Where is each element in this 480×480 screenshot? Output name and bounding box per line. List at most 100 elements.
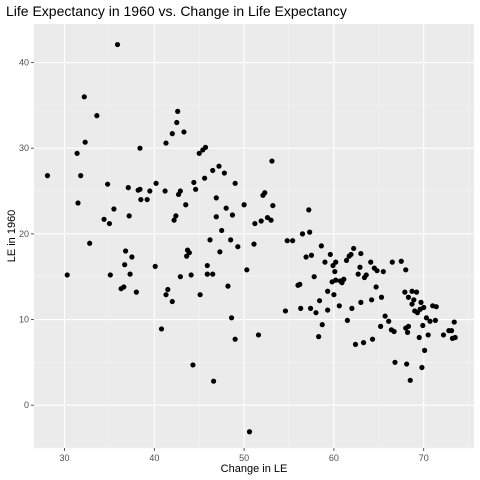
data-point [75, 200, 81, 206]
data-point [81, 94, 87, 100]
data-point [144, 196, 150, 203]
minor-gridlines [34, 24, 474, 449]
x-tick-label: 70 [419, 453, 429, 463]
data-point [306, 207, 312, 213]
data-point [360, 340, 367, 346]
data-point [64, 272, 70, 278]
data-point [427, 318, 433, 324]
data-point [177, 274, 183, 280]
data-point [409, 301, 415, 307]
x-tick-label: 50 [239, 453, 249, 463]
data-point [355, 271, 361, 277]
data-point [352, 341, 359, 347]
data-point [299, 231, 306, 237]
data-point [440, 332, 447, 338]
data-point [451, 319, 457, 325]
data-point [223, 205, 229, 211]
data-point [216, 163, 222, 169]
data-point [316, 298, 323, 304]
data-point [369, 336, 376, 342]
data-point [307, 229, 313, 235]
x-tick-label: 60 [329, 453, 339, 463]
data-point [229, 212, 236, 218]
y-tick-label: 0 [24, 400, 29, 410]
y-tick-label: 10 [19, 315, 29, 325]
data-point [409, 288, 415, 294]
data-point [173, 213, 179, 219]
data-point [325, 307, 331, 313]
data-point [163, 292, 169, 298]
data-point [368, 259, 374, 265]
data-point [452, 334, 458, 341]
data-point [369, 297, 375, 303]
data-point [380, 268, 386, 275]
data-point [126, 213, 132, 219]
data-point [107, 272, 113, 278]
data-point [225, 283, 231, 289]
data-point [111, 206, 117, 212]
data-point [341, 276, 347, 282]
data-point [269, 158, 275, 164]
data-point [197, 292, 203, 298]
y-tick-label: 30 [19, 143, 29, 153]
data-point [336, 303, 342, 309]
data-point [316, 334, 322, 340]
data-point [122, 262, 128, 268]
data-point [303, 254, 309, 260]
data-point [188, 272, 194, 278]
data-point [407, 377, 413, 383]
y-tick-label: 40 [19, 58, 29, 68]
data-point [44, 173, 51, 179]
data-point [348, 251, 354, 258]
data-point [358, 299, 364, 305]
data-point [331, 292, 337, 298]
data-point [181, 129, 187, 135]
data-point [125, 185, 131, 191]
data-point [169, 298, 175, 305]
data-point [241, 202, 247, 208]
data-point [419, 364, 425, 371]
data-point [418, 299, 424, 305]
data-point [204, 262, 210, 269]
data-point [327, 251, 333, 258]
major-gridlines [34, 24, 474, 448]
data-point [196, 150, 202, 156]
data-point [213, 195, 219, 201]
data-point [421, 304, 427, 311]
data-point [262, 190, 268, 196]
data-point [183, 202, 189, 208]
data-point [210, 378, 217, 384]
data-point [82, 139, 88, 145]
data-point [344, 317, 350, 323]
data-point [374, 268, 380, 274]
x-tick-label: 40 [149, 453, 159, 463]
data-point [319, 322, 325, 328]
data-point [219, 227, 225, 234]
data-point [175, 108, 181, 114]
data-point [433, 304, 439, 310]
data-point [137, 186, 143, 192]
data-point [171, 217, 177, 223]
data-point [363, 272, 369, 278]
data-point [251, 241, 257, 247]
data-point [290, 238, 296, 244]
data-point [311, 274, 317, 280]
data-point [307, 305, 314, 311]
y-tick-label: 20 [19, 229, 29, 239]
data-point [127, 271, 133, 277]
data-point [228, 315, 235, 321]
data-point [404, 329, 411, 335]
plot-panel [34, 24, 474, 448]
data-point [101, 216, 107, 222]
data-point [228, 237, 234, 243]
data-point [133, 289, 139, 295]
data-point [204, 271, 210, 277]
data-point [165, 286, 171, 293]
x-tick-label: 30 [60, 453, 70, 463]
data-point [416, 334, 422, 341]
data-point [325, 288, 331, 294]
data-point [158, 326, 165, 332]
data-point [232, 336, 238, 342]
data-point [246, 429, 253, 435]
